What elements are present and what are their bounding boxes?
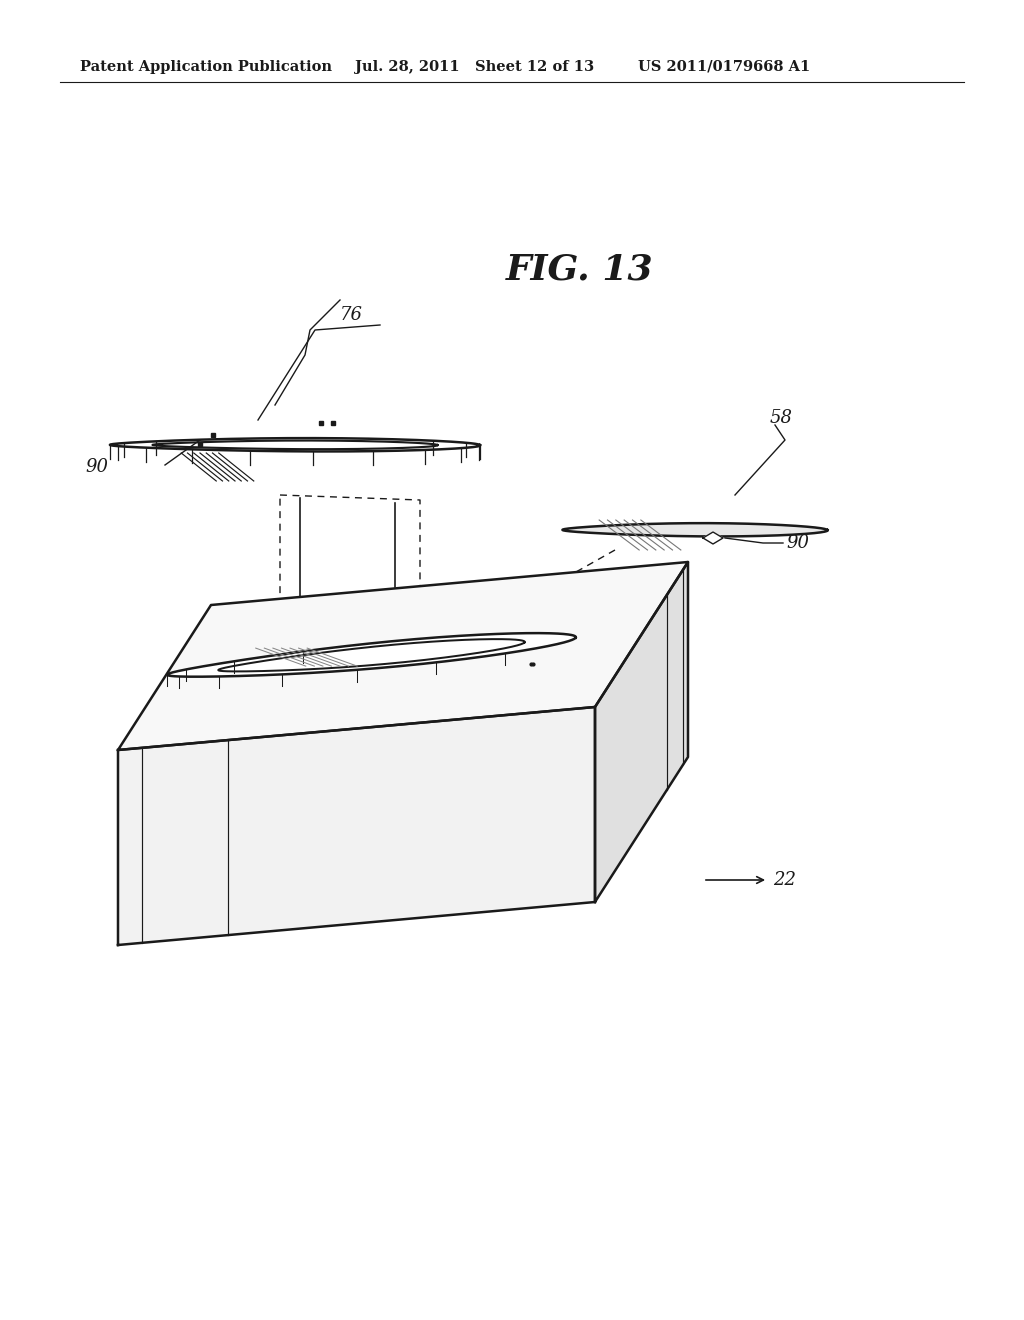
Text: Patent Application Publication: Patent Application Publication bbox=[80, 59, 332, 74]
Polygon shape bbox=[562, 523, 827, 536]
Text: 22: 22 bbox=[773, 871, 796, 888]
Polygon shape bbox=[167, 634, 575, 677]
Polygon shape bbox=[595, 562, 688, 902]
Polygon shape bbox=[118, 708, 595, 945]
Text: US 2011/0179668 A1: US 2011/0179668 A1 bbox=[638, 59, 810, 74]
Text: 58: 58 bbox=[770, 409, 793, 426]
Text: 90: 90 bbox=[85, 458, 108, 477]
Polygon shape bbox=[118, 562, 688, 750]
Text: FIG. 13: FIG. 13 bbox=[506, 253, 653, 286]
Text: 76: 76 bbox=[340, 306, 362, 323]
Polygon shape bbox=[703, 532, 723, 544]
Polygon shape bbox=[110, 438, 480, 451]
Text: Jul. 28, 2011   Sheet 12 of 13: Jul. 28, 2011 Sheet 12 of 13 bbox=[355, 59, 594, 74]
Text: 90: 90 bbox=[786, 535, 809, 552]
